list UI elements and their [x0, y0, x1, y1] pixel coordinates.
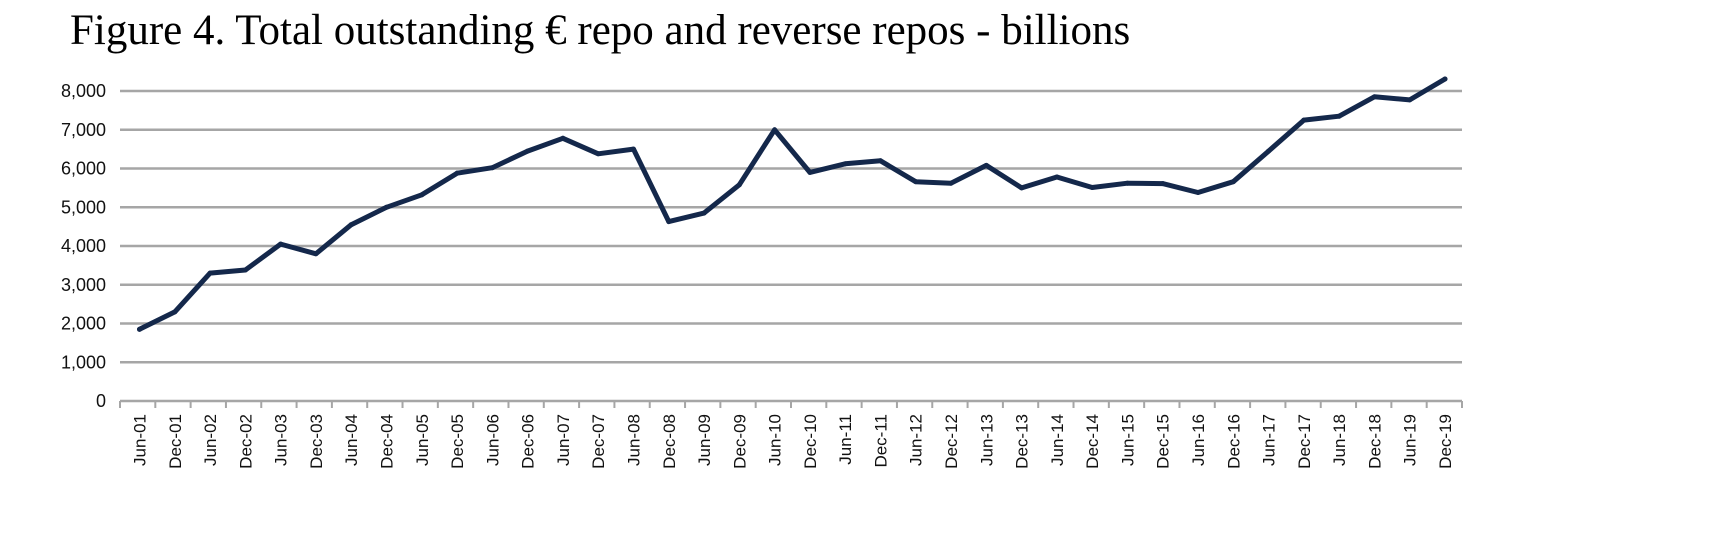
y-tick-label: 7,000	[61, 120, 106, 140]
x-tick-label: Jun-15	[1118, 414, 1137, 466]
x-tick-label: Dec-08	[660, 414, 679, 469]
data-point	[454, 170, 460, 176]
y-tick-label: 0	[96, 391, 106, 411]
data-point	[807, 169, 813, 175]
data-point	[1371, 94, 1377, 100]
data-point	[877, 158, 883, 164]
data-point	[701, 210, 707, 216]
x-tick-label: Jun-12	[907, 414, 926, 466]
data-point	[419, 192, 425, 198]
series-group	[137, 76, 1448, 332]
x-tick-label: Dec-01	[166, 414, 185, 469]
data-point	[666, 219, 672, 225]
chart-title: Figure 4. Total outstanding € repo and r…	[70, 7, 1131, 54]
data-point	[525, 148, 531, 154]
y-tick-label: 2,000	[61, 314, 106, 334]
data-point	[1054, 174, 1060, 180]
y-tick-label: 3,000	[61, 275, 106, 295]
x-tick-label: Jun-17	[1260, 414, 1279, 466]
x-tick-label: Dec-19	[1436, 414, 1455, 469]
y-tick-label: 4,000	[61, 236, 106, 256]
x-tick-label: Dec-17	[1295, 414, 1314, 469]
x-tick-label: Dec-02	[236, 414, 255, 469]
x-tick-label: Jun-04	[342, 414, 361, 466]
data-point	[560, 135, 566, 141]
y-tick-label: 6,000	[61, 159, 106, 179]
data-point	[595, 151, 601, 157]
x-tick-label: Jun-13	[977, 414, 996, 466]
x-tick-label: Jun-05	[413, 414, 432, 466]
data-point	[983, 162, 989, 168]
x-tick-label: Jun-03	[272, 414, 291, 466]
x-tick-label: Jun-16	[1189, 414, 1208, 466]
data-point	[137, 326, 142, 332]
data-point	[1407, 97, 1413, 103]
x-tick-label: Jun-11	[836, 414, 855, 465]
data-point	[736, 182, 742, 188]
data-point	[1266, 148, 1272, 154]
x-tick-label: Dec-16	[1224, 414, 1243, 469]
data-point	[348, 222, 354, 228]
x-tick-label: Dec-09	[730, 414, 749, 469]
y-tick-label: 1,000	[61, 352, 106, 372]
x-tick-label: Jun-10	[766, 414, 785, 466]
x-axis-ticks: Jun-01 Dec-01 Jun-02 Dec-02 Jun-03 Dec-03 Jun-…	[131, 414, 1456, 469]
y-tick-label: 8,000	[61, 81, 106, 101]
x-tick-label: Jun-07	[554, 414, 573, 466]
data-point	[913, 179, 919, 185]
series-line	[137, 76, 1448, 332]
x-tick-label: Dec-15	[1154, 414, 1173, 469]
data-point	[948, 180, 954, 186]
x-tick-label: Dec-10	[801, 414, 820, 469]
data-point	[1442, 76, 1448, 82]
data-point	[278, 241, 284, 247]
x-tick-label: Dec-04	[377, 414, 396, 469]
data-point	[242, 267, 248, 273]
x-tick-label: Jun-19	[1401, 414, 1420, 466]
data-point	[772, 127, 778, 133]
x-tick-label: Jun-14	[1048, 414, 1067, 466]
data-point	[630, 146, 636, 152]
data-point	[1301, 117, 1307, 123]
data-point	[1089, 184, 1095, 190]
x-tick-label: Jun-06	[483, 414, 502, 466]
data-point	[1160, 181, 1166, 187]
x-tick-label: Jun-08	[624, 414, 643, 466]
x-tick-label: Jun-01	[131, 414, 150, 466]
data-point	[1336, 113, 1342, 119]
data-point	[383, 204, 389, 210]
data-point	[313, 251, 319, 257]
data-point	[1230, 179, 1236, 185]
x-tick-label: Dec-06	[519, 414, 538, 469]
data-point	[207, 270, 213, 276]
x-tick-label: Dec-03	[307, 414, 326, 469]
gridlines	[120, 89, 1462, 364]
x-tick-label: Dec-13	[1013, 414, 1032, 469]
x-tick-label: Dec-05	[448, 414, 467, 469]
x-tick-label: Jun-18	[1330, 414, 1349, 466]
x-tick-label: Dec-07	[589, 414, 608, 469]
y-axis-ticks: 0 1,000 2,000 3,000 4,000 5,000 6,000 7,000 8,00…	[61, 81, 106, 411]
y-tick-label: 5,000	[61, 197, 106, 217]
x-tick-label: Dec-18	[1365, 414, 1384, 469]
x-tick-label: Dec-14	[1083, 414, 1102, 469]
data-point	[842, 161, 848, 167]
data-point	[172, 309, 178, 315]
axes	[119, 399, 1463, 408]
x-tick-label: Jun-09	[695, 414, 714, 466]
x-tick-label: Jun-02	[201, 414, 220, 466]
data-point	[1195, 190, 1201, 196]
x-tick-label: Dec-12	[942, 414, 961, 469]
x-tick-label: Dec-11	[871, 414, 890, 468]
data-point	[1019, 185, 1025, 191]
data-point	[489, 165, 495, 171]
data-point	[1124, 180, 1130, 186]
